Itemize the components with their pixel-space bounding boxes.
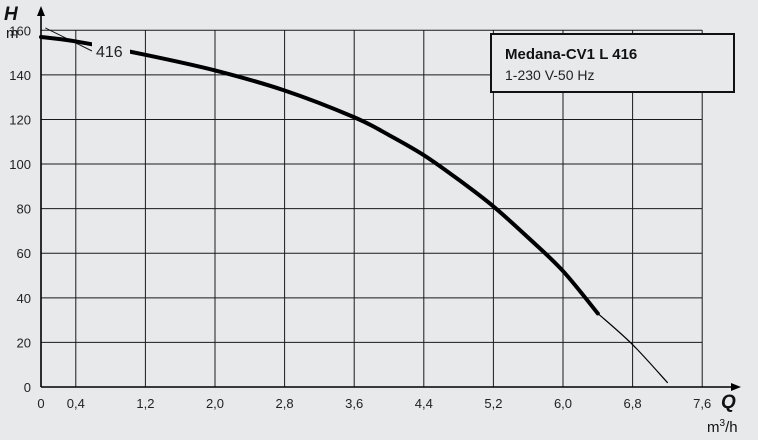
curve-label-bg: [92, 41, 130, 61]
x-axis-arrow: [731, 383, 741, 391]
x-tick-label: 2,8: [276, 396, 294, 411]
pump-curve-416: [39, 34, 600, 316]
x-axis-letter: Q: [721, 392, 736, 413]
x-tick-label: 3,6: [345, 396, 363, 411]
pump-curve-extension: [597, 312, 668, 384]
y-tick-label: 120: [9, 112, 31, 127]
curve-layer: [39, 34, 668, 384]
y-tick-label: 80: [17, 202, 31, 217]
x-tick-label: 6,8: [624, 396, 642, 411]
x-unit-tail: /h: [725, 419, 738, 436]
x-tick-label: 4,4: [415, 396, 433, 411]
x-tick-label: 0,4: [67, 396, 85, 411]
legend-subtitle: 1-230 V-50 Hz: [505, 67, 595, 83]
y-tick-label: 160: [9, 23, 31, 38]
x-tick-label: 1,2: [136, 396, 154, 411]
y-tick-label: 140: [9, 68, 31, 83]
legend-box: Medana-CV1 L 416 1-230 V-50 Hz: [490, 33, 735, 93]
y-axis-letter: H: [4, 4, 19, 25]
y-tick-label: 100: [9, 157, 31, 172]
x-tick-label: 5,2: [484, 396, 502, 411]
curve-label: 416: [96, 44, 123, 61]
y-tick-label: 40: [17, 291, 31, 306]
axes-layer: [37, 6, 741, 391]
legend-title: Medana-CV1 L 416: [505, 46, 637, 63]
y-tick-label: 60: [17, 246, 31, 261]
x-tick-label: 7,6: [693, 396, 711, 411]
tick-labels: 0 0,4 1,2 2,0 2,8 3,6 4,4 5,2 6,0 6,8 7,6 0 20 40 60 80…: [9, 23, 711, 411]
y-tick-label: 0: [24, 380, 31, 395]
x-tick-label: 2,0: [206, 396, 224, 411]
y-tick-label: 20: [17, 335, 31, 350]
x-axis-unit: m3/h: [707, 418, 738, 436]
x-tick-label: 0: [37, 396, 44, 411]
grid-layer: [41, 27, 703, 387]
y-axis-arrow: [37, 6, 45, 16]
legend-frame: [490, 33, 735, 93]
x-tick-label: 6,0: [554, 396, 572, 411]
x-unit-exp: 3: [720, 418, 726, 429]
y-axis-unit: m: [6, 25, 19, 42]
x-unit-base: m: [707, 419, 720, 436]
